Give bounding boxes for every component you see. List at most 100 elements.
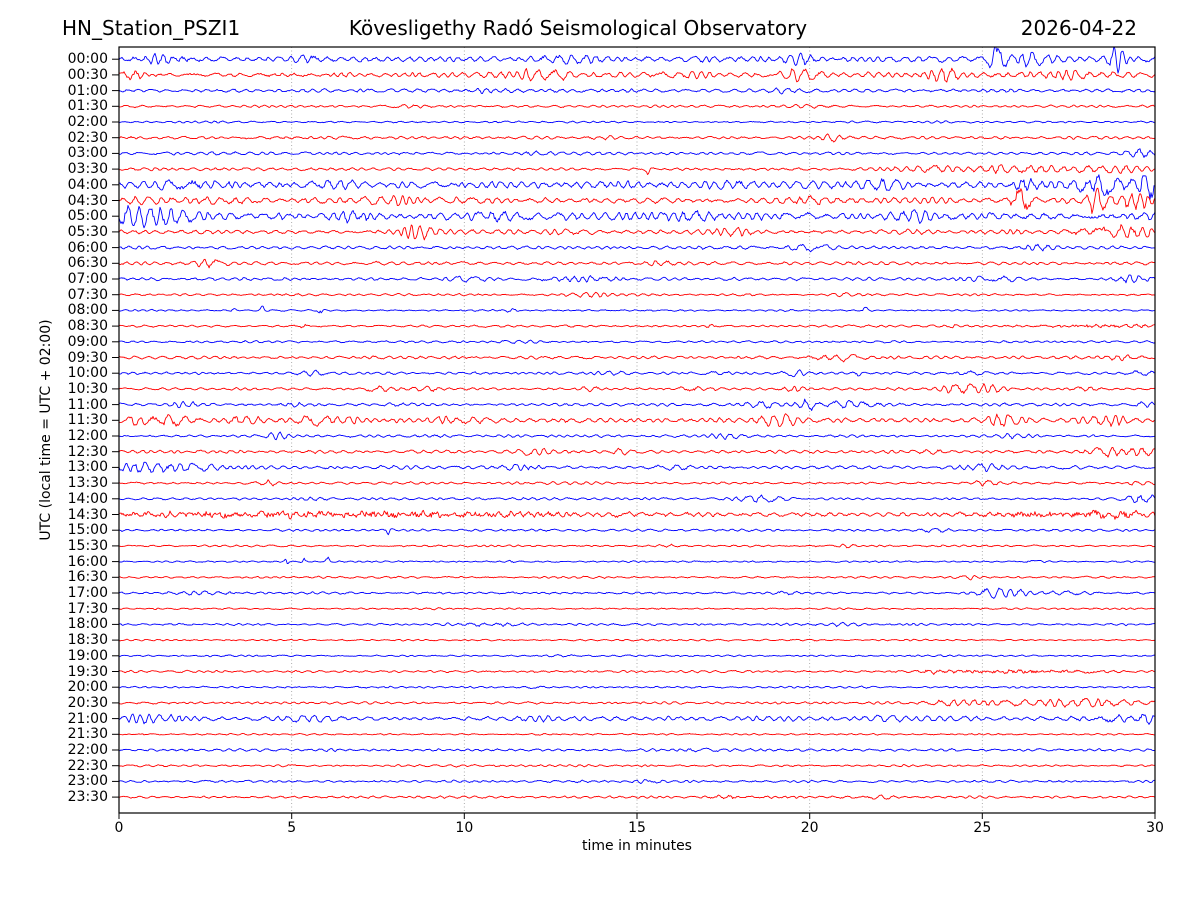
y-tick-label: 09:00 (67, 333, 108, 350)
trace-row (119, 383, 1155, 394)
y-tick-label: 15:00 (67, 522, 108, 539)
trace-row (119, 274, 1155, 284)
trace-row (119, 103, 1155, 109)
x-tick-label: 20 (800, 820, 819, 836)
trace-row (119, 494, 1155, 503)
date-title: 2026-04-22 (1020, 16, 1137, 40)
trace-row (119, 291, 1155, 298)
observatory-title: Kövesligethy Radó Seismological Observat… (348, 16, 808, 40)
y-tick-label: 11:00 (67, 396, 108, 413)
y-tick-label: 10:00 (67, 365, 108, 382)
trace-row (119, 174, 1155, 200)
trace-row (119, 685, 1155, 689)
trace-row (119, 398, 1155, 411)
x-tick-label: 25 (973, 820, 992, 836)
trace-row (119, 527, 1155, 536)
trace-row (119, 339, 1155, 344)
y-tick-label: 04:30 (67, 192, 108, 209)
y-tick-label: 00:00 (67, 51, 108, 68)
trace-row (119, 258, 1155, 269)
trace-row (119, 305, 1155, 314)
y-tick-label: 15:30 (67, 537, 108, 554)
trace-row (119, 431, 1155, 441)
y-tick-label: 02:30 (67, 129, 108, 146)
station-title: HN_Station_PSZI1 (62, 16, 241, 40)
y-tick-label: 07:30 (67, 286, 108, 303)
y-tick-label: 17:30 (67, 600, 108, 617)
trace-row (119, 638, 1155, 642)
trace-row (119, 697, 1155, 708)
x-tick-label: 5 (287, 820, 297, 836)
trace-row (119, 574, 1155, 581)
y-tick-label: 22:00 (67, 742, 108, 758)
y-tick-label: 12:00 (67, 428, 108, 444)
x-tick-label: 0 (114, 820, 124, 836)
y-tick-label: 14:00 (67, 490, 108, 507)
y-tick-label: 01:00 (67, 82, 108, 99)
y-tick-label: 13:30 (67, 475, 108, 492)
y-tick-label: 17:00 (67, 585, 108, 601)
y-tick-label: 19:00 (67, 647, 108, 664)
y-tick-label: 21:00 (67, 710, 108, 727)
trace-row (119, 205, 1155, 229)
trace-row (119, 509, 1155, 520)
y-tick-label: 03:00 (67, 145, 108, 162)
x-tick-label: 30 (1146, 820, 1164, 836)
trace-row (119, 120, 1155, 124)
y-tick-label: 06:30 (67, 255, 108, 272)
y-tick-label: 22:30 (67, 757, 108, 774)
trace-row (119, 133, 1155, 143)
trace-row (119, 669, 1155, 675)
traces-group (119, 47, 1155, 800)
y-tick-label: 07:00 (67, 271, 108, 287)
trace-row (119, 354, 1155, 363)
x-axis-label: time in minutes (582, 838, 692, 854)
trace-row (119, 794, 1155, 800)
trace-row (119, 607, 1155, 611)
y-tick-label: 20:30 (67, 694, 108, 711)
trace-row (119, 587, 1155, 599)
y-tick-label: 11:30 (67, 412, 108, 429)
y-tick-label: 09:30 (67, 349, 108, 366)
y-tick-label: 18:00 (67, 616, 108, 633)
trace-row (119, 446, 1155, 458)
y-tick-label: 10:30 (67, 380, 108, 397)
y-tick-label: 06:00 (67, 239, 108, 256)
y-tick-label: 23:00 (67, 773, 108, 790)
trace-row (119, 763, 1155, 768)
y-tick-label: 18:30 (67, 632, 108, 649)
trace-row (119, 779, 1155, 784)
y-tick-label: 21:30 (67, 726, 108, 743)
trace-row (119, 187, 1155, 214)
y-tick-label: 23:30 (67, 789, 108, 806)
y-tick-label: 00:30 (67, 66, 108, 83)
y-tick-label: 16:00 (67, 553, 108, 570)
x-tick-label: 10 (455, 820, 474, 836)
y-tick-label: 19:30 (67, 663, 108, 680)
trace-row (119, 323, 1155, 329)
trace-row (119, 87, 1155, 95)
trace-row (119, 67, 1155, 83)
trace-row (119, 654, 1155, 658)
trace-row (119, 747, 1155, 753)
y-tick-label: 03:30 (67, 161, 108, 178)
trace-row (119, 461, 1155, 473)
y-tick-label: 14:30 (67, 506, 108, 523)
trace-row (119, 369, 1155, 378)
y-tick-label: 20:00 (67, 679, 108, 696)
y-tick-label: 05:30 (67, 223, 108, 240)
y-tick-label: 02:00 (67, 114, 108, 130)
trace-row (119, 543, 1155, 549)
y-tick-label: 12:30 (67, 443, 108, 460)
trace-row (119, 732, 1155, 736)
trace-row (119, 148, 1155, 158)
y-tick-label: 08:30 (67, 318, 108, 335)
trace-row (119, 621, 1155, 628)
y-tick-label: 01:30 (67, 98, 108, 115)
trace-row (119, 47, 1155, 74)
trace-row (119, 164, 1155, 175)
trace-row (119, 479, 1155, 487)
trace-row (119, 556, 1155, 564)
